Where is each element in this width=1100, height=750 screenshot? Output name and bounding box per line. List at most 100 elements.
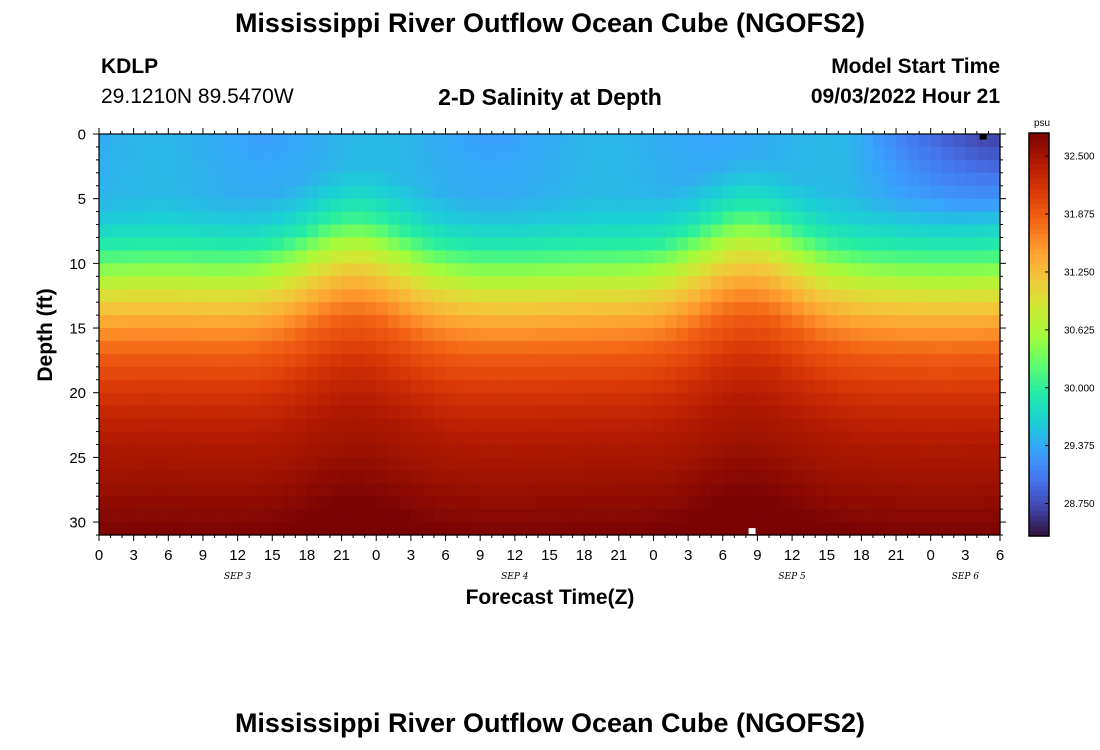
heatmap-cell — [110, 134, 123, 148]
heatmap-cell — [676, 224, 689, 239]
heatmap-cell — [318, 263, 331, 277]
heatmap-cell — [653, 276, 666, 290]
heatmap-cell — [341, 237, 354, 252]
heatmap-cell — [491, 522, 504, 536]
heatmap-cell — [99, 172, 112, 187]
x-tick-label: 12 — [507, 547, 524, 564]
heatmap-cell — [792, 483, 805, 497]
heatmap-cell — [849, 379, 862, 394]
heatmap-cell — [734, 418, 747, 433]
heatmap-cell — [237, 198, 250, 213]
heatmap-cell — [283, 509, 296, 523]
heatmap-cell — [861, 405, 874, 420]
heatmap-cell — [745, 340, 759, 355]
heatmap-cell — [514, 250, 527, 264]
heatmap-cell — [399, 185, 412, 200]
heatmap-cell — [861, 353, 874, 368]
heatmap-cell — [457, 418, 470, 433]
heatmap-cell — [341, 405, 354, 420]
heatmap-cell — [896, 379, 909, 394]
colorbar-segment — [1029, 148, 1049, 154]
date-label: SEP 3 — [224, 572, 252, 582]
heatmap-cell — [480, 250, 493, 264]
heatmap-cell — [122, 315, 135, 329]
heatmap-cell — [387, 392, 400, 407]
heatmap-cell — [630, 146, 643, 161]
heatmap-cell — [988, 496, 1001, 510]
heatmap-cell — [480, 172, 493, 187]
heatmap-cell — [618, 250, 631, 264]
colorbar-segment — [1029, 228, 1049, 235]
heatmap-cell — [676, 211, 689, 226]
heatmap-cell — [445, 509, 458, 523]
heatmap-cell — [757, 522, 770, 536]
heatmap-cell — [318, 211, 331, 226]
heatmap-cell — [168, 522, 181, 536]
heatmap-cell — [376, 211, 389, 226]
heatmap-cell — [849, 185, 862, 200]
heatmap-cell — [722, 250, 735, 264]
heatmap-cell — [976, 340, 990, 355]
heatmap-cell — [849, 340, 862, 355]
heatmap-cell — [191, 185, 204, 200]
heatmap-cell — [699, 340, 712, 355]
heatmap-cell — [445, 457, 458, 471]
heatmap-cell — [930, 134, 943, 148]
heatmap-cell — [364, 470, 377, 484]
heatmap-cell — [942, 172, 955, 187]
heatmap-cell — [872, 224, 886, 239]
heatmap-cell — [665, 457, 678, 471]
heatmap-cell — [711, 172, 724, 187]
heatmap-cell — [561, 250, 574, 264]
heatmap-cell — [445, 134, 458, 148]
heatmap-cell — [780, 224, 793, 239]
heatmap-cell — [330, 172, 343, 187]
heatmap-cell — [953, 134, 966, 148]
heatmap-cell — [745, 379, 759, 394]
heatmap-cell — [641, 379, 655, 394]
heatmap-cell — [630, 418, 643, 433]
heatmap-cell — [641, 444, 655, 458]
heatmap-cell — [445, 470, 458, 484]
heatmap-cell — [468, 366, 481, 381]
heatmap-cell — [872, 134, 886, 148]
heatmap-cell — [838, 276, 851, 290]
heatmap-cell — [665, 172, 678, 187]
heatmap-cell — [826, 418, 839, 433]
heatmap-cell — [179, 509, 193, 523]
heatmap-cell — [618, 431, 631, 446]
heatmap-cell — [942, 315, 955, 329]
heatmap-cell — [364, 302, 377, 316]
heatmap-cell — [942, 353, 955, 368]
heatmap-cell — [191, 237, 204, 252]
heatmap-cell — [884, 405, 897, 420]
heatmap-cell — [965, 198, 978, 213]
heatmap-cell — [688, 289, 701, 303]
heatmap-cell — [318, 340, 331, 355]
heatmap-cell — [422, 483, 435, 497]
heatmap-cell — [387, 250, 400, 264]
heatmap-cell — [156, 134, 169, 148]
heatmap-cell — [457, 392, 470, 407]
colorbar-segment — [1029, 450, 1049, 456]
colorbar-segment — [1029, 233, 1049, 240]
heatmap-cell — [734, 263, 747, 277]
heatmap-cell — [549, 353, 562, 368]
heatmap-cell — [734, 379, 747, 394]
heatmap-cell — [699, 276, 712, 290]
heatmap-cell — [318, 198, 331, 213]
heatmap-cell — [156, 328, 169, 342]
heatmap-cell — [122, 457, 135, 471]
heatmap-cell — [768, 289, 782, 303]
heatmap-cell — [815, 379, 828, 394]
heatmap-cell — [457, 328, 470, 342]
heatmap-cell — [179, 159, 193, 174]
heatmap-cell — [745, 509, 759, 523]
heatmap-cell — [572, 185, 585, 200]
heatmap-cell — [561, 198, 574, 213]
heatmap-cell — [815, 405, 828, 420]
heatmap-cell — [364, 211, 377, 226]
heatmap-cell — [410, 134, 424, 148]
heatmap-cell — [168, 483, 181, 497]
heatmap-cell — [168, 185, 181, 200]
